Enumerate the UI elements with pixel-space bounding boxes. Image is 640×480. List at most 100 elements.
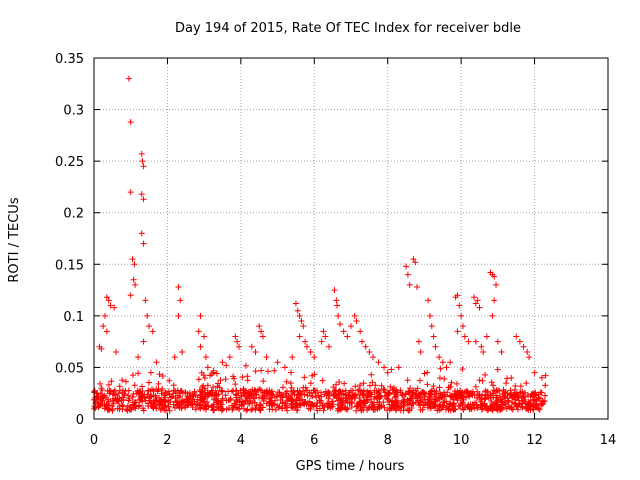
data-point bbox=[197, 312, 204, 319]
data-point bbox=[388, 405, 395, 412]
data-point bbox=[410, 256, 417, 263]
data-point bbox=[374, 389, 381, 396]
data-point bbox=[391, 384, 398, 391]
data-point bbox=[420, 389, 427, 396]
data-point bbox=[405, 390, 412, 397]
data-point bbox=[302, 338, 309, 345]
data-point bbox=[340, 328, 347, 335]
data-point bbox=[386, 406, 393, 413]
data-point bbox=[198, 369, 205, 376]
data-point bbox=[170, 387, 177, 394]
data-point bbox=[207, 372, 214, 379]
data-point bbox=[234, 338, 241, 345]
data-point bbox=[199, 384, 206, 391]
data-point bbox=[136, 397, 143, 404]
x-tick-labels: 0 2 4 6 8 10 12 14 bbox=[90, 433, 616, 448]
data-point bbox=[493, 387, 500, 394]
data-point bbox=[344, 333, 351, 340]
data-point bbox=[195, 328, 202, 335]
data-point bbox=[358, 399, 365, 406]
data-point bbox=[531, 369, 538, 376]
data-point bbox=[410, 400, 417, 407]
data-point bbox=[132, 402, 139, 409]
data-point bbox=[111, 387, 118, 394]
data-point bbox=[352, 383, 359, 390]
data-point bbox=[127, 189, 134, 196]
data-point bbox=[502, 394, 509, 401]
data-point bbox=[467, 404, 474, 411]
data-point bbox=[476, 377, 483, 384]
x-tick-label: 6 bbox=[310, 433, 318, 448]
data-point bbox=[388, 366, 395, 373]
data-point bbox=[220, 406, 226, 413]
data-point bbox=[256, 323, 263, 330]
data-point bbox=[225, 397, 232, 404]
data-point bbox=[144, 312, 151, 319]
data-point bbox=[436, 402, 443, 409]
data-point bbox=[336, 379, 343, 386]
data-point bbox=[461, 404, 468, 411]
data-point bbox=[331, 287, 338, 294]
data-point bbox=[147, 393, 154, 400]
data-point bbox=[253, 389, 260, 396]
data-point bbox=[218, 407, 225, 414]
data-point bbox=[210, 384, 217, 391]
data-point bbox=[413, 391, 420, 398]
data-point bbox=[108, 378, 115, 385]
data-point bbox=[97, 398, 104, 405]
data-point bbox=[399, 391, 406, 398]
data-point bbox=[443, 364, 450, 371]
data-point bbox=[105, 297, 112, 304]
data-point bbox=[261, 392, 268, 399]
data-point bbox=[239, 374, 246, 381]
data-point bbox=[275, 404, 282, 411]
data-point bbox=[304, 399, 311, 406]
data-point bbox=[294, 307, 301, 314]
data-point bbox=[406, 281, 413, 288]
data-point bbox=[389, 397, 396, 404]
data-point bbox=[196, 387, 203, 394]
data-point bbox=[394, 400, 401, 407]
y-tick-label: 0.15 bbox=[55, 258, 84, 273]
data-point bbox=[125, 392, 132, 399]
data-point bbox=[309, 401, 316, 408]
data-point bbox=[384, 369, 391, 376]
data-point bbox=[320, 402, 327, 409]
data-point bbox=[237, 387, 244, 394]
data-point bbox=[538, 389, 545, 396]
data-point bbox=[526, 354, 533, 361]
data-point bbox=[251, 395, 258, 402]
data-point bbox=[279, 394, 286, 401]
data-point bbox=[153, 404, 160, 411]
data-point bbox=[514, 402, 521, 409]
data-point bbox=[325, 388, 332, 395]
data-point bbox=[381, 364, 388, 371]
data-point bbox=[474, 404, 481, 411]
data-point bbox=[458, 312, 465, 319]
data-point bbox=[295, 395, 302, 402]
data-point bbox=[493, 281, 500, 288]
data-point bbox=[232, 333, 239, 340]
data-point bbox=[213, 370, 220, 377]
data-point bbox=[533, 392, 540, 399]
data-point bbox=[494, 366, 501, 373]
data-point bbox=[172, 395, 179, 402]
data-point bbox=[433, 387, 440, 394]
data-point bbox=[175, 401, 182, 408]
data-point bbox=[458, 391, 465, 398]
data-point bbox=[300, 323, 307, 330]
data-point bbox=[245, 393, 252, 400]
data-point bbox=[503, 380, 510, 387]
data-point bbox=[219, 359, 226, 366]
data-point bbox=[107, 302, 114, 309]
data-point bbox=[274, 359, 281, 366]
data-point bbox=[392, 393, 399, 400]
data-point bbox=[374, 394, 381, 401]
data-point bbox=[113, 348, 120, 355]
data-point bbox=[222, 376, 229, 383]
data-point bbox=[414, 385, 421, 392]
data-point bbox=[145, 387, 152, 394]
data-point bbox=[353, 318, 360, 325]
data-point bbox=[298, 318, 305, 325]
